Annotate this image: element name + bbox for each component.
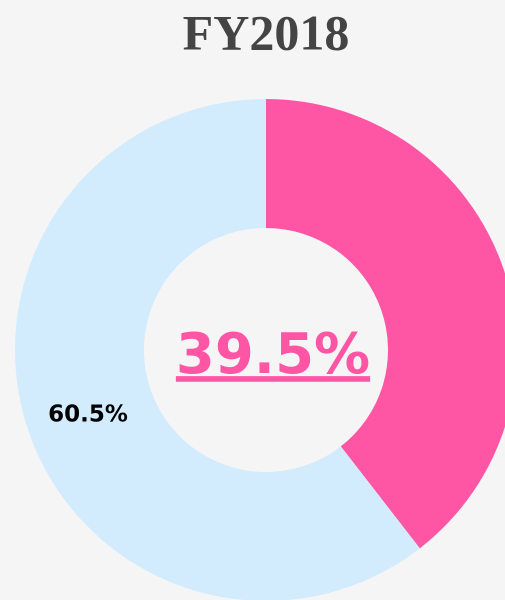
chart-title: FY2018 xyxy=(183,4,350,60)
center-label: 39.5% xyxy=(176,322,370,387)
donut-segment xyxy=(15,99,420,600)
donut-segment xyxy=(266,99,505,549)
value-label: 60.5% xyxy=(48,402,128,428)
